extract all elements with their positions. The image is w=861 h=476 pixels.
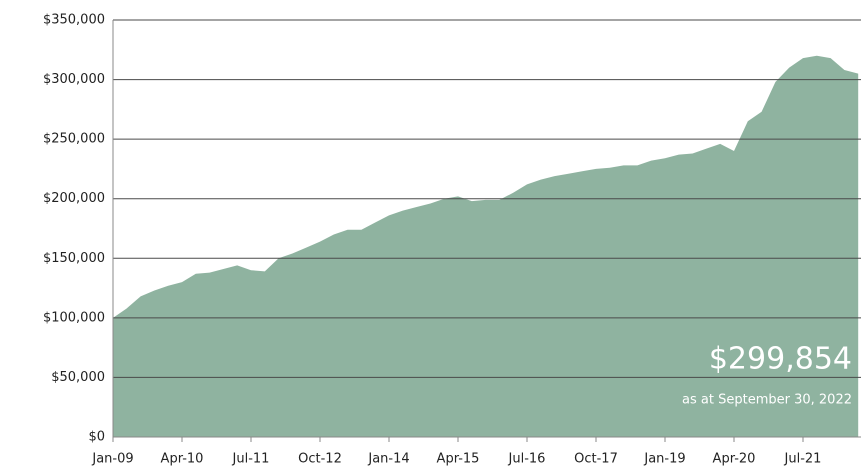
x-tick-label: Oct-12 — [298, 452, 342, 467]
annotation-value: $299,854 — [709, 342, 852, 377]
y-tick-label: $300,000 — [43, 72, 105, 87]
y-tick-label: $50,000 — [51, 370, 105, 385]
x-tick-label: Jan-14 — [367, 452, 409, 467]
x-tick-label: Jan-19 — [643, 452, 685, 467]
x-tick-label: Jul-11 — [232, 452, 270, 467]
y-tick-label: $100,000 — [43, 310, 105, 325]
x-tick-label: Apr-20 — [713, 452, 756, 467]
x-tick-label: Apr-10 — [161, 452, 204, 467]
annotation-date: as at September 30, 2022 — [682, 393, 852, 408]
y-tick-label: $350,000 — [43, 13, 105, 28]
y-tick-label: $150,000 — [43, 251, 105, 266]
y-tick-label: $250,000 — [43, 132, 105, 147]
x-tick-label: Jul-21 — [784, 452, 822, 467]
x-tick-label: Jul-16 — [508, 452, 546, 467]
x-tick-label: Oct-17 — [574, 452, 618, 467]
y-tick-label: $200,000 — [43, 191, 105, 206]
x-tick-label: Jan-09 — [91, 452, 133, 467]
y-tick-label: $0 — [88, 430, 105, 445]
x-tick-label: Apr-15 — [437, 452, 480, 467]
area — [113, 55, 859, 437]
